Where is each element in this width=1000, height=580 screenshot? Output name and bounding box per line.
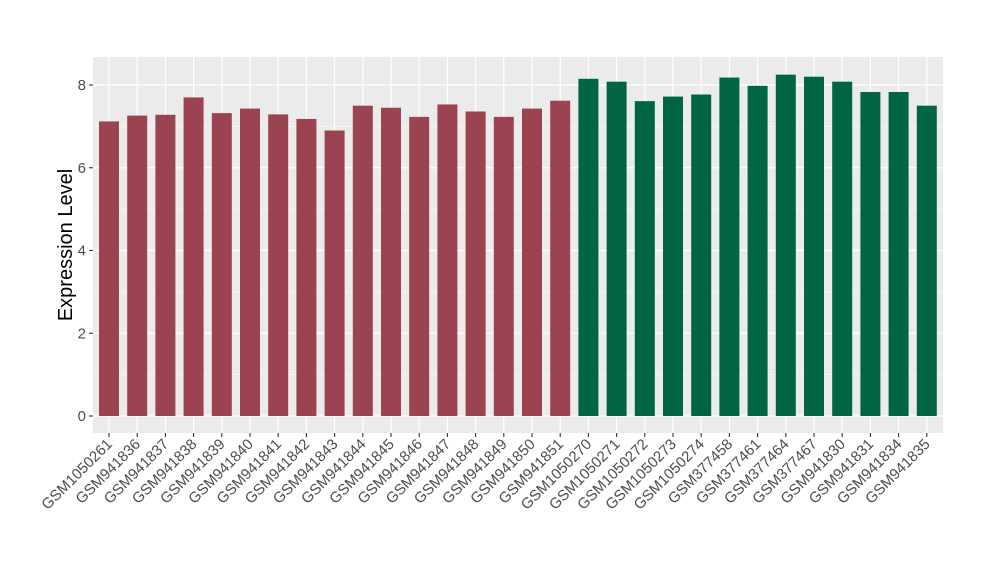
bars [99,74,937,417]
bar-GSM941838 [183,97,204,416]
bar-GSM941848 [465,111,486,416]
bar-GSM941842 [296,118,317,417]
bar-GSM941835 [916,105,937,416]
y-axis-ticks: 0 2 4 6 8 [78,77,93,425]
y-tick-label: 0 [78,408,86,425]
bar-GSM1050273 [663,96,683,417]
y-tick-label: 2 [78,325,86,342]
y-tick-label: 8 [78,77,86,94]
bar-GSM941837 [155,114,176,416]
bar-GSM941830 [832,81,853,416]
bar-GSM1050261 [99,121,119,416]
bar-GSM941850 [522,108,542,417]
x-axis-ticks: GSM1050261GSM941836GSM941837GSM941838GSM… [38,433,934,513]
bar-GSM1050272 [634,101,655,416]
bar-GSM941840 [240,108,260,417]
bar-GSM1050274 [691,94,712,417]
bar-GSM941834 [888,92,909,416]
bar-GSM377464 [775,74,796,416]
bar-GSM941841 [268,114,289,416]
bar-GSM941844 [352,105,373,416]
bar-GSM1050271 [606,81,627,416]
y-tick-label: 6 [78,160,86,177]
y-axis-title: Expression Level [55,169,77,321]
bar-GSM941839 [211,113,232,416]
bar-GSM1050270 [578,78,599,416]
bar-GSM941851 [550,100,571,416]
bar-GSM941831 [860,92,881,416]
plot-panel [93,57,943,433]
bar-GSM941836 [127,115,148,417]
bar-GSM941847 [437,104,458,416]
bar-GSM377467 [804,76,824,416]
bar-GSM941845 [381,107,401,416]
y-tick-label: 4 [78,243,86,260]
bar-GSM941846 [409,116,430,416]
bar-GSM941849 [493,116,514,416]
bar-GSM377458 [719,77,740,417]
bar-GSM377461 [747,85,768,416]
bar-GSM941843 [324,130,345,416]
